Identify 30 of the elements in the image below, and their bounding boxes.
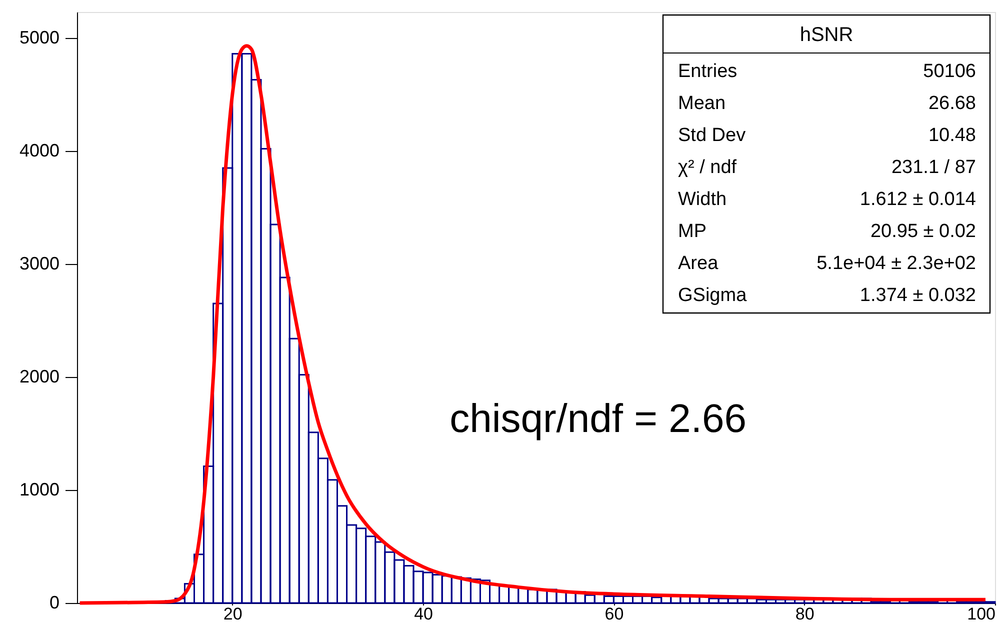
y-tick-label: 0: [49, 592, 60, 612]
annotation: Entries: [678, 61, 738, 82]
y-tick-label: 1000: [19, 480, 60, 500]
y-tick-label: 3000: [19, 253, 60, 274]
annotation: 1.374 ± 0.032: [860, 285, 976, 306]
annotation: 1.612 ± 0.014: [860, 189, 976, 210]
annotation: Mean: [678, 93, 726, 114]
x-tick-label: 100: [967, 604, 996, 624]
annotation: GSigma: [678, 285, 748, 306]
annotation: Width: [678, 189, 727, 210]
annotation: MP: [678, 221, 706, 242]
annotation: 20.95 ± 0.02: [870, 221, 976, 242]
annotation: chisqr/ndf = 2.66: [450, 397, 746, 441]
line-series: [78, 44, 988, 605]
annotation: 26.68: [928, 93, 976, 114]
x-tick-label: 80: [795, 604, 814, 624]
annotation: 5.1e+04 ± 2.3e+02: [816, 253, 976, 274]
y-tick-label: 5000: [19, 27, 60, 48]
annotation: χ² / ndf: [678, 157, 738, 178]
x-tick-label: 60: [604, 604, 624, 624]
annotation: Std Dev: [678, 125, 746, 146]
y-tick-label: 2000: [19, 366, 60, 386]
annotation: hSNR: [800, 24, 854, 46]
x-tick-label: 20: [223, 604, 242, 624]
annotation: 231.1 / 87: [891, 157, 976, 178]
annotation: 10.48: [928, 125, 976, 146]
annotation: 50106: [923, 61, 976, 82]
y-tick-label: 4000: [19, 140, 60, 160]
annotation: Area: [678, 253, 719, 274]
x-tick-label: 40: [414, 604, 433, 624]
